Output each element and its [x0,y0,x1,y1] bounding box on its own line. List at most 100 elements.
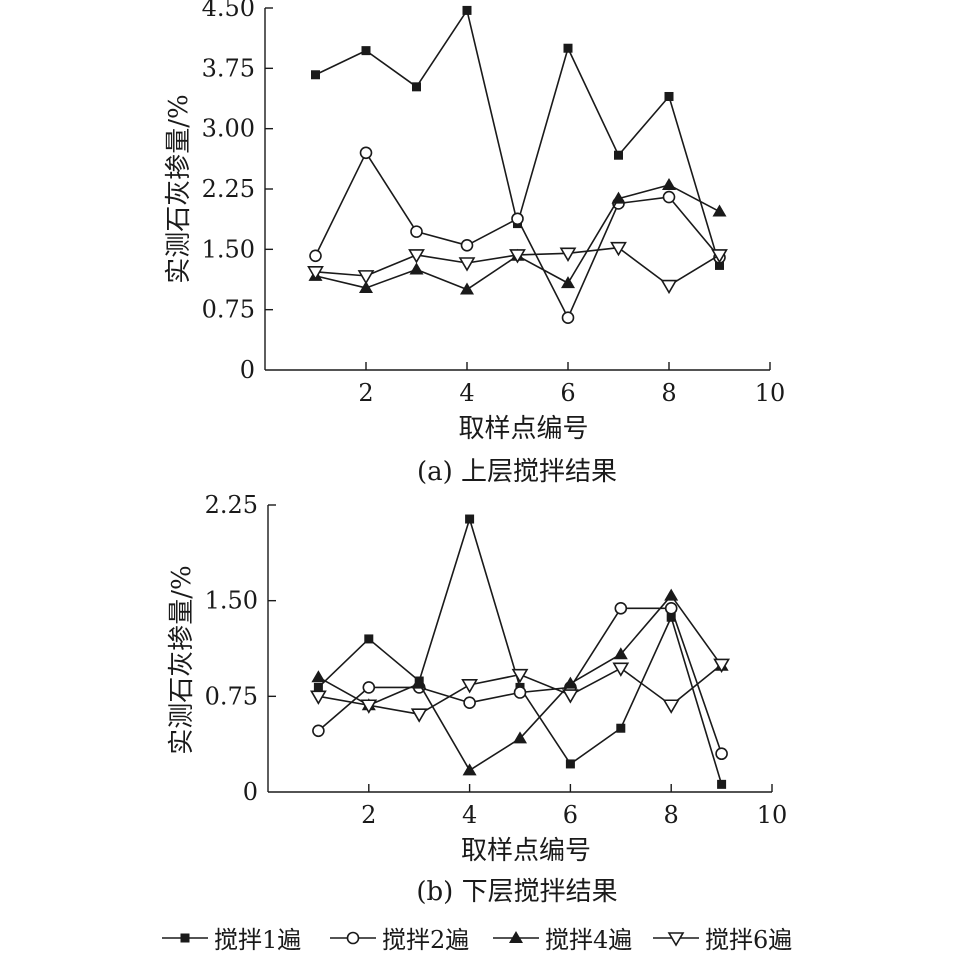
data-point [309,249,322,263]
caption-lower-layer: (b) 下层搅拌结果 [416,877,617,907]
legend-marker [509,931,523,943]
data-point [360,699,378,714]
data-point [460,239,474,252]
x-tick-label: 2 [358,379,373,407]
series-4 [310,658,730,723]
y-tick-label: 4.50 [202,0,255,22]
x-tick-label: 10 [755,379,786,407]
legend-marker [667,932,685,947]
data-point [412,82,421,92]
x-tick-label: 10 [757,801,788,829]
data-point [660,279,678,295]
data-point [666,612,676,622]
series-line [315,184,720,291]
y-axis-label: 实测石灰掺量/% [167,565,197,754]
chart-upper-layer: 0 0.75 1.50 2.25 3.00 3.75 4.50 2 4 6 8 10 取样点编号 实测石灰… [164,0,785,444]
data-point [715,747,728,761]
data-point [357,270,375,285]
x-axis-label: 取样点编号 [458,414,588,444]
data-point [465,514,475,524]
data-point [664,588,679,601]
data-point [313,682,323,692]
legend-label: 搅拌6遍 [705,926,792,954]
data-point [712,204,727,217]
data-point [311,70,320,80]
data-point [664,91,674,101]
data-point [460,282,474,295]
data-point [361,46,371,56]
data-point [561,311,575,325]
data-point [565,759,575,769]
x-tick-label: 4 [459,379,474,407]
data-point [561,276,575,289]
data-point [311,670,326,683]
x-tick-label: 8 [664,801,679,829]
legend-label: 搅拌2遍 [382,926,469,954]
legend-label: 搅拌1遍 [214,926,301,954]
chart-lower-layer: 0 0.75 1.50 2.25 2 4 6 8 10 取样点编号 实测石灰掺量/% [167,491,787,866]
legend-item: 搅拌2遍 [330,926,469,954]
data-point [614,150,623,160]
data-point [662,190,676,204]
y-tick-label: 1.50 [202,235,255,263]
legend-label: 搅拌4遍 [545,926,632,954]
data-point [458,257,476,272]
series-1 [313,514,727,789]
data-point [312,724,325,738]
data-point [463,696,476,710]
data-point [509,249,526,264]
data-point [412,676,427,689]
y-tick-label: 0.75 [202,296,255,324]
data-point [562,689,579,704]
y-tick-label: 1.50 [205,587,258,615]
legend: 搅拌1遍 搅拌2遍 搅拌4遍 搅拌6遍 [162,926,792,954]
series-4 [307,241,728,295]
x-tick-label: 2 [361,801,376,829]
data-point [511,668,529,684]
data-point [410,708,428,723]
data-point [310,690,327,705]
legend-item: 搅拌1遍 [162,926,301,954]
data-point [362,681,376,694]
data-point [359,280,373,293]
data-point [614,602,628,615]
y-tick-label: 2.25 [205,491,258,519]
y-axis-label: 实测石灰掺量/% [164,94,194,283]
data-point [410,225,423,238]
data-point [611,191,626,204]
data-point [563,43,573,53]
data-point [462,5,472,15]
y-tick-label: 3.75 [202,54,255,82]
series-line [314,152,721,319]
x-axis-label: 取样点编号 [461,836,591,866]
data-point [408,249,425,264]
data-point [664,602,678,615]
data-point [563,676,578,689]
data-point [513,731,527,744]
series-2 [309,146,726,325]
y-tick-label: 0 [243,778,258,806]
data-point [662,699,680,714]
y-tick-label: 3.00 [202,115,255,143]
x-tick-label: 8 [661,379,676,407]
data-point [616,723,626,733]
series-1 [311,5,724,270]
data-point [662,177,676,190]
x-tick-label: 6 [563,801,578,829]
data-point [715,260,724,270]
x-tick-label: 6 [560,379,575,407]
legend-item: 搅拌6遍 [653,926,792,954]
data-point [359,146,373,160]
data-point [513,686,527,699]
data-point [713,658,730,674]
data-point [559,247,577,262]
y-tick-label: 0.75 [205,682,258,710]
data-point [612,662,630,677]
data-point [409,262,424,275]
legend-marker [180,933,190,943]
data-point [364,634,374,644]
y-tick-label: 2.25 [202,175,255,203]
caption-upper-layer: (a) 上层搅拌结果 [417,457,617,487]
data-point [461,679,478,694]
